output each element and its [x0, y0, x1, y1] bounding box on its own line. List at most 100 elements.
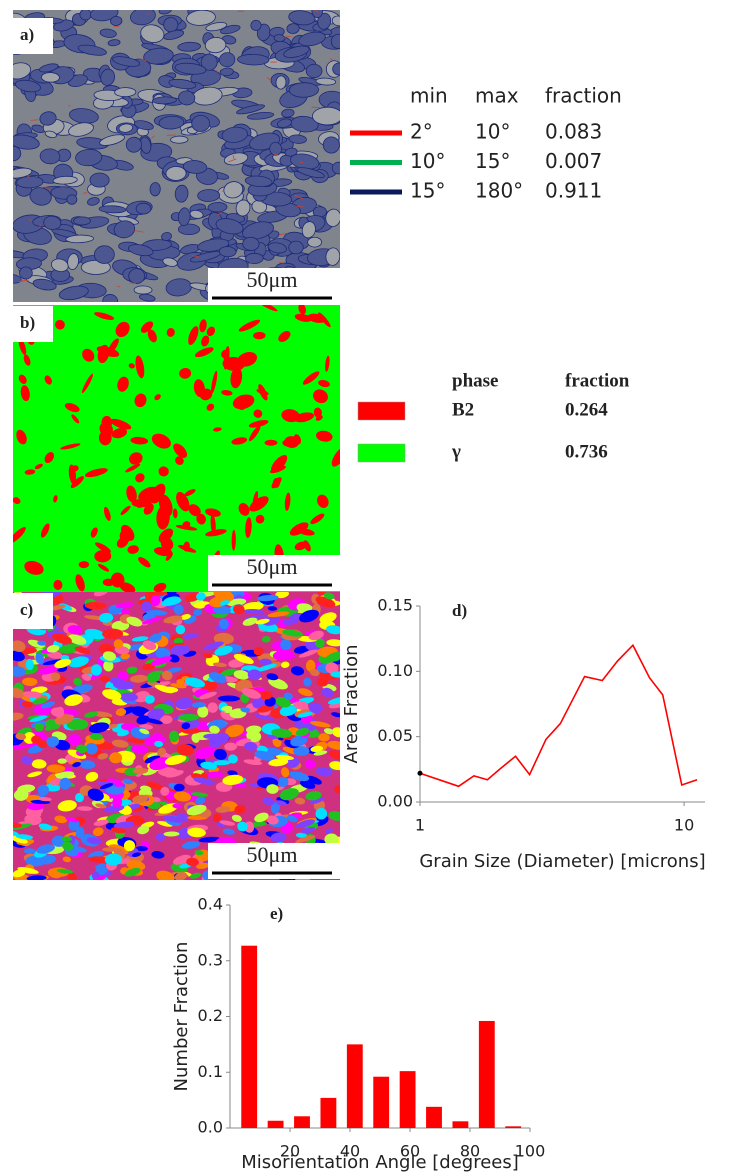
boundary: [266, 77, 272, 81]
overlays: a) 50μm b) 50μm c) 50μm: [13, 18, 340, 879]
boundary: [221, 190, 223, 192]
y-tick-label: 0.05: [377, 726, 413, 745]
x-axis-title: Misorientation Angle [degrees]: [241, 1152, 519, 1173]
grain: [330, 33, 340, 49]
b2-region: [101, 415, 113, 429]
grain: [41, 72, 60, 83]
b2-region: [143, 503, 154, 515]
x-axis-title: Grain Size (Diameter) [microns]: [419, 851, 705, 872]
grain: [221, 126, 248, 143]
grain: [209, 725, 220, 734]
x-tick-label: 20: [280, 1142, 300, 1161]
b2-region: [310, 513, 325, 525]
grain: [235, 199, 251, 217]
grain: [112, 796, 123, 809]
grain: [174, 184, 189, 203]
y-tick-label: 0.0: [198, 1118, 223, 1137]
grain: [20, 756, 33, 765]
grain: [90, 10, 119, 22]
grain: [187, 827, 206, 838]
b2-region: [223, 346, 230, 370]
grain: [115, 708, 127, 717]
grain: [162, 815, 185, 823]
grain: [182, 160, 208, 174]
grain: [140, 785, 152, 792]
grain: [288, 240, 304, 255]
b2-region: [153, 582, 167, 592]
grain: [57, 758, 67, 764]
grain: [68, 122, 94, 137]
bar: [505, 1126, 522, 1128]
grain: [62, 708, 79, 715]
grain: [205, 22, 228, 32]
b2-region: [153, 546, 173, 557]
grain: [327, 740, 340, 750]
grain: [162, 257, 178, 267]
grain: [39, 63, 59, 73]
legend-header: phase: [452, 370, 498, 391]
b2-region: [249, 496, 269, 512]
grain: [39, 148, 61, 165]
grain: [321, 687, 334, 698]
grain: [92, 827, 104, 836]
b2-region: [154, 394, 161, 401]
grain: [240, 707, 251, 713]
grain: [13, 62, 32, 80]
grain: [266, 784, 279, 794]
grain: [181, 841, 201, 849]
grain: [286, 23, 300, 34]
grain: [113, 220, 136, 239]
y-tick-label: 0.15: [377, 596, 413, 615]
grain: [247, 669, 262, 681]
grain: [270, 832, 287, 843]
boundary: [293, 194, 304, 200]
grain: [294, 700, 309, 710]
grain: [243, 608, 264, 615]
y-axis-title: Number Fraction: [171, 942, 192, 1092]
grain: [310, 745, 324, 753]
b2-region: [210, 514, 216, 535]
grain: [105, 784, 125, 795]
grain: [181, 722, 191, 730]
grain: [58, 644, 80, 654]
b2-region: [258, 384, 268, 401]
grain: [295, 835, 316, 844]
grain: [61, 836, 73, 842]
b2-region: [53, 579, 63, 591]
panel-label: c): [20, 600, 33, 619]
grain: [165, 166, 187, 181]
legend-cell: 180°: [475, 179, 523, 203]
boundary: [30, 119, 39, 121]
grain: [25, 658, 34, 671]
grain: [176, 678, 185, 686]
grain: [163, 615, 183, 624]
grain: [288, 82, 320, 98]
b2-region: [127, 545, 139, 554]
grain: [16, 175, 44, 189]
b2-region: [256, 305, 278, 312]
grain: [75, 148, 103, 167]
bar: [320, 1097, 337, 1128]
grain: [186, 804, 207, 816]
b2-region: [282, 439, 299, 448]
panel-label: a): [20, 25, 34, 44]
grain: [231, 814, 242, 822]
grain: [86, 837, 102, 845]
grain: [13, 640, 26, 652]
grain: [227, 770, 238, 776]
b2-region: [264, 439, 278, 446]
grain: [36, 844, 55, 854]
grain: [168, 654, 180, 663]
grain: [13, 274, 22, 284]
grain: [176, 744, 194, 756]
boundary: [43, 186, 52, 191]
grain: [79, 760, 96, 769]
y-tick-label: 0.2: [198, 1006, 223, 1025]
bar: [241, 945, 258, 1128]
grain: [203, 641, 224, 650]
b2-region: [119, 582, 136, 592]
grain: [286, 815, 298, 823]
legend-cell: 15°: [410, 179, 445, 203]
b2-region: [237, 352, 258, 367]
grain: [38, 797, 52, 802]
